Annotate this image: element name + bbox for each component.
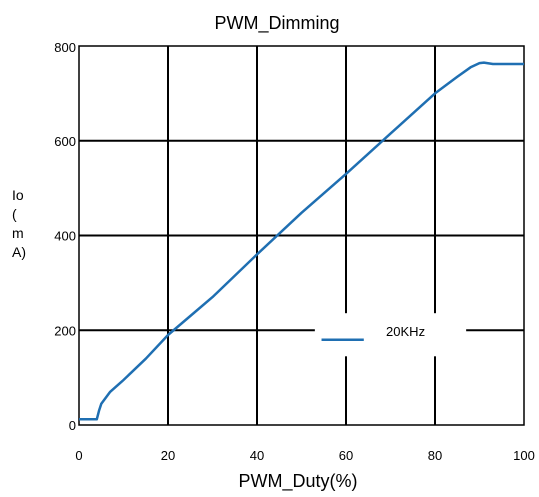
y-tick-label-200: 200	[54, 323, 76, 338]
legend: 20KHz	[314, 313, 467, 357]
x-tick-label-0: 0	[75, 448, 82, 463]
y-axis-label-line-3: m	[12, 225, 24, 241]
chart-title: PWM_Dimming	[214, 13, 339, 34]
x-axis-label: PWM_Duty(%)	[238, 471, 357, 492]
y-axis-label-line-1: Io	[12, 187, 24, 203]
y-axis-label-line-4: A)	[12, 244, 26, 260]
y-tick-label-400: 400	[54, 229, 76, 244]
series-line-0	[79, 61, 524, 421]
y-tick-label-600: 600	[54, 134, 76, 149]
x-tick-label-40: 40	[250, 448, 264, 463]
legend-label: 20KHz	[386, 324, 425, 339]
plot-frame	[78, 45, 525, 426]
y-axis-label: Io ( m A)	[12, 187, 26, 260]
legend-box	[314, 313, 467, 357]
y-tick-label-0: 0	[69, 418, 76, 433]
grid-lines	[79, 46, 524, 425]
y-axis-label-line-2: (	[12, 206, 17, 222]
x-tick-label-60: 60	[339, 448, 353, 463]
x-axis-ticks: 0 20 40 60 80 100	[75, 448, 534, 463]
x-tick-label-20: 20	[161, 448, 175, 463]
x-tick-label-80: 80	[428, 448, 442, 463]
series-group	[79, 61, 524, 421]
y-tick-label-800: 800	[54, 40, 76, 55]
x-tick-label-100: 100	[513, 448, 535, 463]
y-axis-ticks: 0 200 400 600 800	[54, 40, 76, 433]
